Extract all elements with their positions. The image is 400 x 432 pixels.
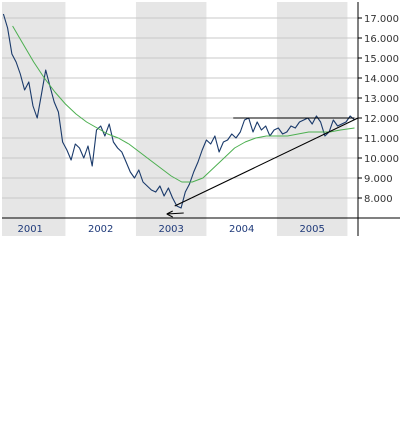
year-bands (2, 2, 348, 236)
price-line (2, 13, 355, 209)
year-band-2003 (135, 2, 207, 236)
series-layer (2, 13, 355, 209)
low-arrow-icon (166, 210, 184, 218)
chart-container: 8.000 9.000 10.000 11.000 12.000 13.000 14.000… (2, 2, 400, 236)
y-tick-label-0: 8.000 (364, 194, 393, 205)
y-axis-ticks: 8.000 9.000 10.000 11.000 12.000 13.000 14.000… (358, 14, 399, 205)
x-tick-label-2003: 2003 (158, 224, 183, 235)
y-tick-label-3: 11.000 (364, 134, 399, 145)
year-band-2005 (276, 2, 348, 236)
y-tick-label-9: 17.000 (364, 14, 399, 25)
y-tick-label-6: 14.000 (364, 74, 399, 85)
trendline (174, 117, 359, 207)
x-tick-label-2005: 2005 (299, 224, 324, 235)
x-tick-label-2004: 2004 (229, 224, 254, 235)
y-tick-label-1: 9.000 (364, 174, 393, 185)
y-tick-label-4: 12.000 (364, 114, 399, 125)
y-tick-label-5: 13.000 (364, 94, 399, 105)
axes (2, 2, 400, 236)
x-tick-label-2002: 2002 (88, 224, 113, 235)
moving-average-line (12, 25, 355, 183)
x-axis-ticks: 2001 2002 2003 2004 2005 (17, 224, 324, 235)
y-tick-label-7: 15.000 (364, 54, 399, 65)
y-tick-label-8: 16.000 (364, 34, 399, 45)
y-tick-label-2: 10.000 (364, 154, 399, 165)
annotation-layer (166, 117, 359, 218)
x-tick-label-2001: 2001 (17, 224, 42, 235)
price-chart: 8.000 9.000 10.000 11.000 12.000 13.000 14.000… (2, 2, 400, 236)
year-band-2001 (2, 2, 66, 236)
